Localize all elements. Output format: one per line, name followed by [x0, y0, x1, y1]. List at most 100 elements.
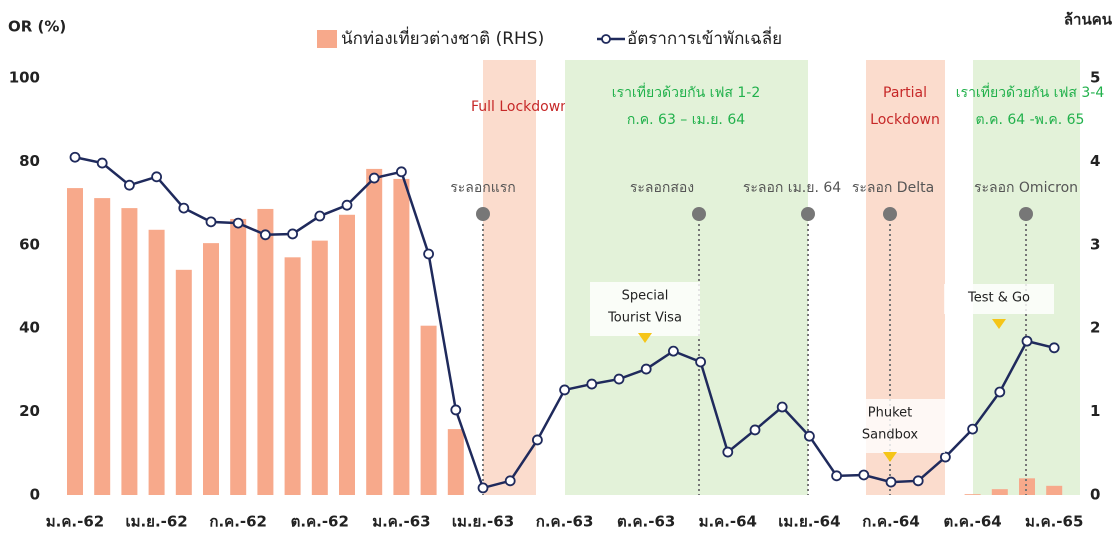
x-tick-label: ต.ค.-64 [943, 513, 1001, 531]
x-tick-label: ก.ค.-62 [209, 513, 267, 531]
wave-label: ระลอก Delta [852, 180, 934, 196]
x-tick-label: เม.ย.-62 [125, 513, 187, 531]
y-axis-label: OR (%) [8, 18, 66, 36]
bar [421, 326, 437, 495]
wave-label: ระลอกสอง [630, 180, 694, 196]
line-marker [642, 365, 651, 374]
x-tick-label: ต.ค.-62 [291, 513, 349, 531]
period-label: Lockdown [870, 112, 940, 128]
line-marker [914, 476, 923, 485]
y2-tick-label: 2 [1090, 319, 1100, 337]
period-label: เราเที่ยวด้วยกัน เฟส 3-4 [956, 83, 1105, 101]
line-marker [751, 425, 760, 434]
callout-label: Phuket [868, 406, 912, 421]
line-marker [968, 425, 977, 434]
y2-tick-label: 5 [1090, 69, 1100, 87]
period-label: ก.ค. 63 – เม.ย. 64 [627, 112, 745, 128]
wave-dot [1019, 207, 1033, 221]
bar [149, 230, 165, 495]
callout-label: Test & Go [967, 291, 1030, 306]
y2-tick-label: 4 [1090, 152, 1100, 170]
line-marker [288, 229, 297, 238]
x-tick-label: ม.ค.-64 [699, 513, 757, 531]
bar [339, 215, 355, 495]
period-label: ต.ค. 64 -พ.ค. 65 [976, 112, 1085, 128]
wave-dot [476, 207, 490, 221]
period-label: Partial [883, 85, 927, 101]
y2-axis-label: ล้านคน [1064, 11, 1113, 29]
wave-label: ระลอก เม.ย. 64 [743, 180, 841, 196]
x-tick-label: ม.ค.-65 [1025, 513, 1083, 531]
line-marker [315, 212, 324, 221]
line-marker [560, 385, 569, 394]
line-marker [343, 201, 352, 210]
y2-tick-label: 1 [1090, 402, 1100, 420]
line-marker [71, 153, 80, 162]
x-tick-label: ต.ค.-63 [617, 513, 675, 531]
bar [121, 208, 137, 495]
bar [67, 188, 83, 495]
line-marker [234, 219, 243, 228]
line-marker [805, 432, 814, 441]
wave-dot [801, 207, 815, 221]
x-tick-label: ม.ค.-62 [46, 513, 104, 531]
bar [393, 179, 409, 495]
period-label: Full Lockdown [471, 99, 569, 115]
line-marker [125, 181, 134, 190]
line-marker [261, 230, 270, 239]
x-tick-label: เม.ย.-64 [778, 513, 840, 531]
line-marker [587, 380, 596, 389]
line-marker [370, 174, 379, 183]
bar [448, 429, 464, 495]
x-tick-label: ก.ค.-63 [536, 513, 594, 531]
bar [203, 243, 219, 495]
line-marker [506, 476, 515, 485]
line-marker [424, 249, 433, 258]
bar [176, 270, 192, 495]
wave-dot [883, 207, 897, 221]
line-marker [778, 403, 787, 412]
period-band [483, 60, 536, 495]
legend-marker [602, 35, 610, 43]
bar [366, 169, 382, 495]
y-tick-label: 60 [19, 235, 40, 253]
legend-label: นักท่องเที่ยวต่างชาติ (RHS) [341, 26, 544, 49]
callout-label: Sandbox [862, 428, 919, 443]
bar [965, 494, 981, 495]
line-marker [207, 217, 216, 226]
line-marker [859, 470, 868, 479]
line-marker [1023, 337, 1032, 346]
line-marker [941, 453, 950, 462]
wave-label: ระลอก Omicron [974, 180, 1078, 196]
line-marker [451, 405, 460, 414]
line-marker [696, 357, 705, 366]
bar [312, 241, 328, 495]
line-marker [1050, 343, 1059, 352]
line-marker [832, 471, 841, 480]
callout-label: Tourist Visa [607, 311, 682, 326]
line-marker [152, 172, 161, 181]
y-tick-label: 80 [19, 152, 40, 170]
legend-label: อัตราการเข้าพักเฉลี่ย [627, 26, 782, 49]
line-marker [397, 167, 406, 176]
y2-tick-label: 3 [1090, 235, 1100, 253]
x-tick-label: เม.ย.-63 [452, 513, 514, 531]
bar [1046, 486, 1062, 495]
callout-label: Special [622, 289, 669, 304]
x-tick-label: ก.ค.-64 [862, 513, 920, 531]
line-marker [615, 375, 624, 384]
line-marker [179, 204, 188, 213]
line-marker [98, 159, 107, 168]
bar [230, 219, 246, 495]
line-marker [669, 347, 678, 356]
bar [257, 209, 273, 495]
bar [94, 198, 110, 495]
y2-tick-label: 0 [1090, 486, 1100, 504]
y-tick-label: 0 [30, 486, 40, 504]
y-tick-label: 40 [19, 319, 40, 337]
x-tick-label: ม.ค.-63 [372, 513, 430, 531]
line-marker [887, 478, 896, 487]
y-tick-label: 100 [9, 69, 40, 87]
chart: OR (%) ล้านคน Full Lockdown เราเที่ยวด้วย… [0, 0, 1118, 534]
wave-label: ระลอกแรก [450, 180, 516, 196]
